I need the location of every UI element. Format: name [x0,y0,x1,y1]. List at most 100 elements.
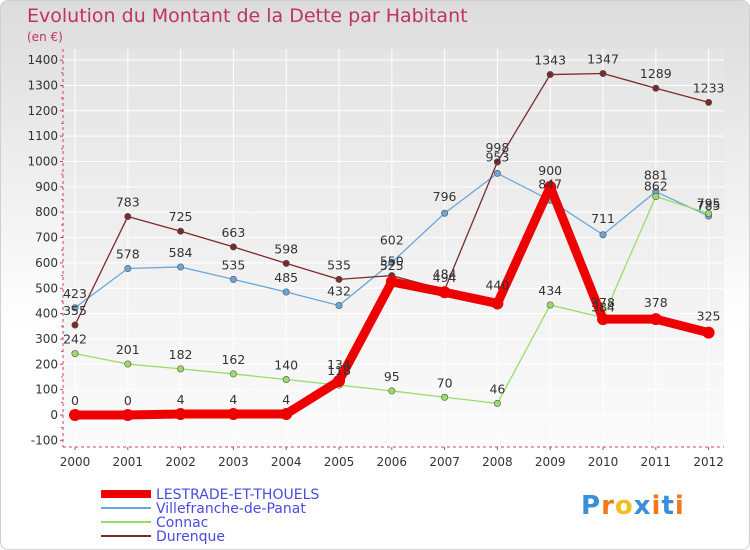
data-label: 434 [538,283,562,298]
series-point-0 [544,180,557,193]
data-label: 325 [697,309,721,324]
data-label: 525 [380,258,404,273]
data-label: 535 [327,257,351,272]
data-label: 783 [116,195,140,210]
data-label: 484 [433,266,457,281]
x-tick-label: 2009 [535,455,566,469]
x-tick-label: 2006 [377,455,408,469]
series-point-0 [69,409,81,421]
data-label: 182 [169,347,193,362]
plot-area [63,49,724,447]
series-point-1 [493,169,501,177]
y-tick-label: 500 [35,281,58,295]
series-point-2 [441,393,449,401]
series-point-2 [546,301,554,309]
logo-letter: i [674,491,685,521]
y-tick-label: -100 [31,433,58,447]
data-label: 432 [327,283,351,298]
logo-letter: t [661,491,675,521]
x-tick-label: 2001 [113,455,144,469]
data-label: 1343 [534,53,566,68]
data-label: 900 [538,163,562,178]
series-point-2 [71,350,79,358]
series-point-1 [335,301,343,309]
series-point-1 [71,304,79,312]
series-point-2 [493,399,501,407]
series-point-2 [652,192,660,200]
logo-letter: x [633,491,652,521]
legend-label: Durenque [156,529,225,545]
data-label: 795 [697,195,721,210]
series-point-0 [702,326,715,339]
series-point-3 [229,243,237,251]
y-tick-label: 1300 [27,78,58,92]
data-label: 46 [489,381,505,396]
y-tick-label: 800 [35,205,58,219]
chart-subtitle: (en €) [27,30,63,44]
series-point-3 [177,227,185,235]
data-label: 584 [169,245,193,260]
series-lines [69,70,715,421]
data-labels: 423 578 584 535 485 432 602 796 953 847 711 881 785 2… [63,52,724,408]
x-tick-label: 2000 [60,455,91,469]
y-tick-label: 1000 [27,155,58,169]
series-point-3 [705,98,713,106]
series-point-0 [280,407,293,420]
data-label: 953 [485,149,509,164]
series-point-0 [491,297,504,310]
y-tick-label: 100 [35,383,58,397]
series-point-0 [597,313,609,326]
series-point-3 [493,158,501,166]
series-point-2 [124,360,132,368]
data-label: 4 [177,392,185,407]
y-tick-label: 0 [50,408,58,422]
data-label: 0 [124,393,132,408]
series-point-1 [599,231,607,239]
x-tick-label: 2002 [165,455,196,469]
data-label: 423 [63,286,87,301]
series-point-3 [282,259,290,267]
data-label: 725 [169,209,193,224]
x-tick-label: 2008 [482,455,513,469]
data-label: 485 [274,270,298,285]
y-tick-label: 1100 [27,129,58,143]
data-label: 1347 [587,52,619,67]
data-label: 378 [644,295,668,310]
legend: LESTRADE-ET-THOUELSVillefranche-de-Panat… [101,487,319,545]
series-point-3 [652,84,660,92]
series-point-0 [121,409,134,421]
series-point-2 [282,376,290,384]
data-label: 550 [380,254,404,269]
data-label: 201 [116,342,140,357]
series-point-3 [599,70,607,78]
data-label: 881 [644,168,668,183]
series-point-1 [177,263,185,271]
series-point-2 [388,387,396,395]
data-label: 162 [221,352,245,367]
data-label: 355 [63,303,87,318]
logo-letter: i [651,491,662,521]
data-label: 440 [485,277,509,292]
data-label: 4 [282,392,290,407]
data-label: 663 [221,225,245,240]
y-tick-label: 700 [35,231,58,245]
series-point-0 [438,286,451,299]
series-point-2 [229,370,237,378]
data-label: 378 [591,295,615,310]
series-point-2 [705,209,713,217]
x-tick-label: 2012 [693,455,724,469]
x-tick-label: 2004 [271,455,302,469]
series-point-0 [227,407,240,420]
x-tick-label: 2005 [324,455,355,469]
chart-title: Evolution du Montant de la Dette par Hab… [27,5,468,27]
grid [63,49,724,447]
x-tick-label: 2010 [588,455,619,469]
series-point-1 [388,258,396,266]
y-tick-label: 900 [35,180,58,194]
logo-letter: P [581,491,602,521]
series-point-2 [177,365,185,373]
series-point-0 [333,375,345,388]
data-label: 578 [116,246,140,261]
